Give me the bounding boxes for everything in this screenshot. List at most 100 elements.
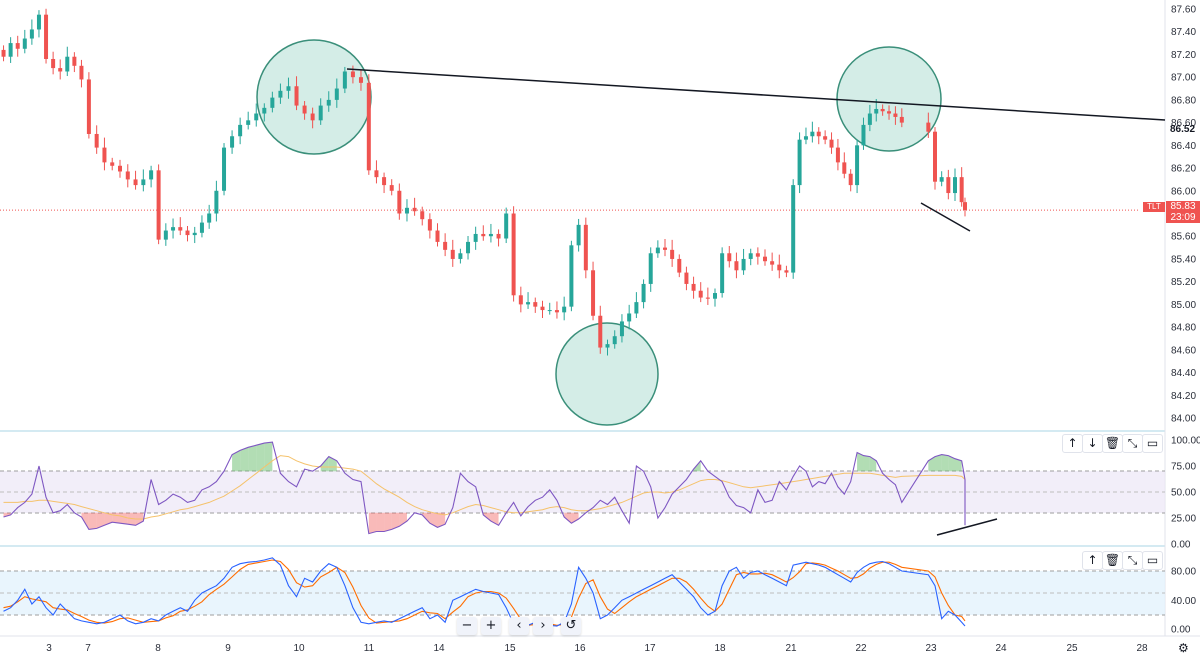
candle-body [389, 185, 394, 191]
candle-body [496, 233, 501, 239]
candle-body [612, 336, 617, 345]
candle-body [207, 213, 212, 223]
candle-body [810, 131, 815, 137]
price-tick-label: 84.20 [1171, 391, 1196, 402]
stoch-k-line [3, 557, 966, 627]
last-price-value: 85.83 [1170, 201, 1196, 212]
candle-body [939, 177, 944, 182]
candle-body [310, 113, 315, 121]
rsi-oversold-fill [437, 512, 446, 528]
candle-body [684, 272, 689, 284]
settings-gear-icon[interactable]: ⚙ [1178, 641, 1189, 655]
stoch-collapse-button[interactable]: ⤡ [1122, 551, 1143, 570]
candle-body [748, 253, 753, 259]
stoch-move-up-button[interactable]: ↑ [1082, 551, 1103, 570]
rsi-oversold-fill [104, 512, 113, 526]
time-axis[interactable]: 3 7 8 9 10 11 14 15 16 17 18 21 22 23 24 25 28 [46, 643, 1148, 654]
candle-body [149, 170, 154, 180]
candle-body [404, 207, 409, 214]
stoch-delete-button[interactable]: 🗑 [1102, 551, 1123, 570]
highlight-circle-2[interactable] [555, 322, 659, 426]
scroll-right-button[interactable]: › [533, 617, 553, 635]
candle-body [382, 177, 387, 186]
candle-body [270, 97, 275, 108]
candle-body [829, 139, 834, 148]
stoch-tick-label: 0.00 [1171, 625, 1191, 636]
rsi-overbought-fill [948, 455, 955, 472]
candle-body [842, 162, 847, 174]
rsi-axis[interactable]: 100.00 75.00 50.00 25.00 0.00 [1171, 436, 1200, 551]
time-tick-label: 22 [855, 643, 867, 654]
rsi-collapse-button[interactable]: ⤡ [1122, 434, 1143, 453]
price-tick-label: 84.00 [1171, 414, 1196, 425]
candle-body [835, 147, 840, 163]
price-tick-label: 87.20 [1171, 50, 1196, 61]
candle-body [526, 302, 531, 305]
candle-body [1, 49, 6, 57]
price-axis[interactable]: 87.60 87.40 87.20 87.00 86.80 86.60 86.40 86.20… [1171, 5, 1196, 425]
rsi-oversold-fill [96, 512, 105, 529]
price-tick-label: 87.60 [1171, 5, 1196, 16]
rsi-line [3, 441, 966, 535]
candle-body [156, 170, 161, 240]
candle-body [230, 136, 235, 148]
rsi-oversold-fill [384, 512, 392, 532]
reset-chart-button[interactable]: ↺ [561, 617, 581, 635]
rsi-ma-line [3, 455, 966, 520]
candle-body [797, 139, 802, 186]
candle-body [727, 253, 732, 262]
price-tick-label: 85.60 [1171, 232, 1196, 243]
candle-body [125, 171, 130, 180]
scroll-left-button[interactable]: ‹ [509, 617, 529, 635]
rsi-maximize-button[interactable]: ▭ [1142, 434, 1163, 453]
rsi-overbought-fill [935, 454, 942, 472]
rsi-move-up-button[interactable]: ↑ [1062, 434, 1083, 453]
rsi-delete-button[interactable]: 🗑 [1102, 434, 1123, 453]
rsi-overbought-fill [955, 458, 962, 472]
candle-body [342, 71, 347, 89]
price-tick-label: 85.40 [1171, 254, 1196, 265]
rsi-move-down-button[interactable]: ↓ [1082, 434, 1103, 453]
candle-body [133, 179, 138, 186]
candle-body [562, 306, 567, 313]
candle-body [178, 227, 183, 231]
current-price-label: 86.52 [1170, 124, 1196, 135]
rsi-overbought-fill [240, 447, 249, 472]
candle-body [605, 344, 610, 348]
candle-body [488, 233, 493, 237]
candle-body [861, 124, 866, 146]
candle-body [443, 241, 448, 250]
rsi-up-trendline[interactable] [936, 518, 998, 536]
candle-body [397, 190, 402, 214]
stoch-axis[interactable]: 80.00 40.00 0.00 [1171, 567, 1196, 636]
candle-body [816, 131, 821, 137]
stoch-maximize-button[interactable]: ▭ [1142, 551, 1163, 570]
candle-body [366, 82, 371, 171]
rsi-overbought-fill [941, 454, 949, 472]
rsi-tick-label: 75.00 [1171, 462, 1196, 473]
price-tick-label: 84.60 [1171, 345, 1196, 356]
price-tick-label: 84.40 [1171, 368, 1196, 379]
candle-body [755, 253, 760, 257]
candle-body [698, 290, 703, 298]
candle-body [427, 219, 432, 231]
candle-body [262, 107, 267, 114]
rsi-overbought-fill [863, 455, 870, 472]
candle-body [777, 264, 782, 271]
rsi-oversold-fill [88, 512, 97, 530]
highlight-circle-3[interactable] [836, 46, 942, 152]
candle-body [598, 315, 603, 348]
highlight-circle-1[interactable] [256, 39, 372, 155]
zoom-out-button[interactable]: − [457, 617, 477, 635]
time-tick-label: 15 [504, 643, 516, 654]
candle-body [959, 177, 964, 203]
candle-body [713, 293, 717, 299]
zoom-in-button[interactable]: + [481, 617, 501, 635]
price-tick-label: 84.80 [1171, 323, 1196, 334]
time-tick-label: 3 [46, 643, 52, 654]
candle-body [94, 133, 99, 148]
price-down-trendline[interactable] [920, 202, 971, 232]
resistance-trendline[interactable] [346, 68, 1166, 121]
candle-body [44, 14, 49, 59]
